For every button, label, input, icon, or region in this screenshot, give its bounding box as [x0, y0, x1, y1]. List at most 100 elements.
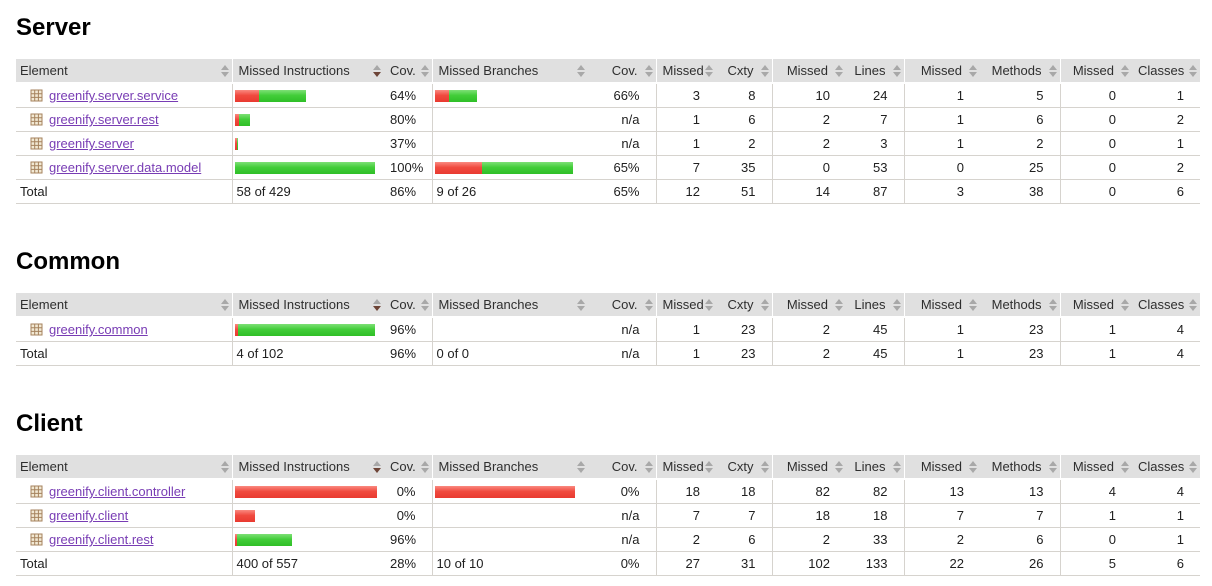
- column-header-missed-instructions[interactable]: Missed Instructions: [231, 455, 384, 480]
- sort-icon: [705, 460, 713, 473]
- column-header-label: Element: [20, 297, 68, 312]
- classes-value: 4: [1132, 341, 1200, 366]
- sort-icon: [1121, 298, 1129, 311]
- coverage-bar: [234, 89, 383, 102]
- sort-icon: [577, 298, 585, 311]
- column-header-element[interactable]: Element: [16, 455, 232, 480]
- missed-branches-cell: [431, 479, 588, 504]
- column-header-methods[interactable]: Methods: [980, 59, 1060, 84]
- missed-branches-cell: 0 of 0: [431, 341, 588, 366]
- package-link[interactable]: greenify.client.controller: [49, 484, 186, 499]
- column-header-methods[interactable]: Methods: [980, 455, 1060, 480]
- coverage-bar: [234, 485, 383, 498]
- missed-branches-cell: 9 of 26: [431, 179, 588, 204]
- column-header-lines[interactable]: Lines: [846, 59, 904, 84]
- column-header-missed-instructions[interactable]: Missed Instructions: [231, 293, 384, 318]
- column-header-missed-branches[interactable]: Missed Branches: [431, 455, 588, 480]
- instruction-coverage-value: 96%: [384, 341, 432, 366]
- column-header-missed-methods[interactable]: Missed: [903, 59, 980, 84]
- coverage-bar: [434, 485, 587, 498]
- column-header-instruction-coverage[interactable]: Cov.: [384, 455, 432, 480]
- column-header-label: Missed: [920, 63, 962, 78]
- column-header-classes[interactable]: Classes: [1132, 455, 1200, 480]
- missed-cxty-value: 1: [655, 107, 716, 132]
- package-icon: [30, 509, 43, 522]
- package-link[interactable]: greenify.client: [49, 508, 129, 523]
- missed-cxty-value: 1: [655, 131, 716, 156]
- table-row: greenify.common 96% n/a 1 23 2 45 1 23 1 4: [16, 317, 1200, 342]
- element-cell: greenify.client.rest: [16, 527, 232, 552]
- package-link[interactable]: greenify.server.rest: [49, 112, 159, 127]
- column-header-missed-methods[interactable]: Missed: [903, 455, 980, 480]
- missed-instructions-cell: 400 of 557: [231, 551, 384, 576]
- classes-value: 1: [1132, 503, 1200, 528]
- column-header-instruction-coverage[interactable]: Cov.: [384, 59, 432, 84]
- column-header-cxty[interactable]: Cxty: [716, 455, 772, 480]
- missed-classes-value: 0: [1059, 155, 1132, 180]
- instruction-coverage-value: 0%: [384, 503, 432, 528]
- sort-icon: [835, 460, 843, 473]
- missed-lines-value: 14: [771, 179, 846, 204]
- package-link[interactable]: greenify.server.service: [49, 88, 179, 103]
- instruction-coverage-value: 100%: [384, 155, 432, 180]
- column-header-lines[interactable]: Lines: [846, 455, 904, 480]
- column-header-missed-cxty[interactable]: Missed: [655, 59, 716, 84]
- section-title: Common: [16, 248, 120, 275]
- element-cell: greenify.server.data.model: [16, 155, 232, 180]
- package-link[interactable]: greenify.server.data.model: [49, 160, 202, 175]
- column-header-missed-lines[interactable]: Missed: [771, 293, 846, 318]
- sort-icon: [892, 460, 901, 473]
- column-header-cxty[interactable]: Cxty: [716, 293, 772, 318]
- column-header-branch-coverage[interactable]: Cov.: [588, 59, 656, 84]
- column-header-label: Cov.: [390, 63, 416, 78]
- column-header-classes[interactable]: Classes: [1132, 59, 1200, 84]
- missed-branches-cell: [431, 317, 588, 342]
- column-header-methods[interactable]: Methods: [980, 293, 1060, 318]
- element-cell: greenify.common: [16, 317, 232, 342]
- missed-cxty-value: 12: [655, 179, 716, 204]
- column-header-element[interactable]: Element: [16, 59, 232, 84]
- sort-icon: [577, 64, 585, 77]
- missed-lines-value: 2: [771, 107, 846, 132]
- package-link[interactable]: greenify.client.rest: [49, 532, 154, 547]
- missed-bar-segment: [234, 509, 255, 522]
- missed-classes-value: 5: [1059, 551, 1132, 576]
- column-header-missed-cxty[interactable]: Missed: [655, 293, 716, 318]
- cxty-value: 6: [716, 527, 772, 552]
- missed-bar-segment: [234, 533, 237, 546]
- column-header-missed-classes[interactable]: Missed: [1059, 59, 1132, 84]
- sort-icon: [835, 298, 843, 311]
- column-header-missed-lines[interactable]: Missed: [771, 455, 846, 480]
- package-icon: [30, 323, 43, 336]
- column-header-missed-classes[interactable]: Missed: [1059, 455, 1132, 480]
- package-link[interactable]: greenify.server: [49, 136, 135, 151]
- missed-bar-segment: [434, 161, 482, 174]
- missed-instructions-cell: [231, 83, 384, 108]
- column-header-branch-coverage[interactable]: Cov.: [588, 293, 656, 318]
- package-link[interactable]: greenify.common: [49, 322, 148, 337]
- sort-icon: [1189, 460, 1197, 473]
- coverage-bar: [234, 161, 383, 174]
- column-header-missed-methods[interactable]: Missed: [903, 293, 980, 318]
- column-header-element[interactable]: Element: [16, 293, 232, 318]
- column-header-cxty[interactable]: Cxty: [716, 59, 772, 84]
- branch-coverage-value: 65%: [588, 179, 656, 204]
- package-icon: [30, 161, 43, 174]
- column-header-label: Cov.: [390, 297, 416, 312]
- column-header-missed-lines[interactable]: Missed: [771, 59, 846, 84]
- column-header-missed-cxty[interactable]: Missed: [655, 455, 716, 480]
- column-header-branch-coverage[interactable]: Cov.: [588, 455, 656, 480]
- column-header-label: Lines: [854, 459, 886, 474]
- column-header-missed-branches[interactable]: Missed Branches: [431, 293, 588, 318]
- sort-icon: [892, 298, 901, 311]
- column-header-lines[interactable]: Lines: [846, 293, 904, 318]
- sort-icon: [835, 64, 843, 77]
- column-header-missed-branches[interactable]: Missed Branches: [431, 59, 588, 84]
- column-header-instruction-coverage[interactable]: Cov.: [384, 293, 432, 318]
- methods-value: 23: [980, 317, 1060, 342]
- column-header-classes[interactable]: Classes: [1132, 293, 1200, 318]
- column-header-missed-classes[interactable]: Missed: [1059, 293, 1132, 318]
- sort-icon: [969, 64, 977, 77]
- column-header-missed-instructions[interactable]: Missed Instructions: [231, 59, 384, 84]
- sort-icon: [1048, 298, 1057, 311]
